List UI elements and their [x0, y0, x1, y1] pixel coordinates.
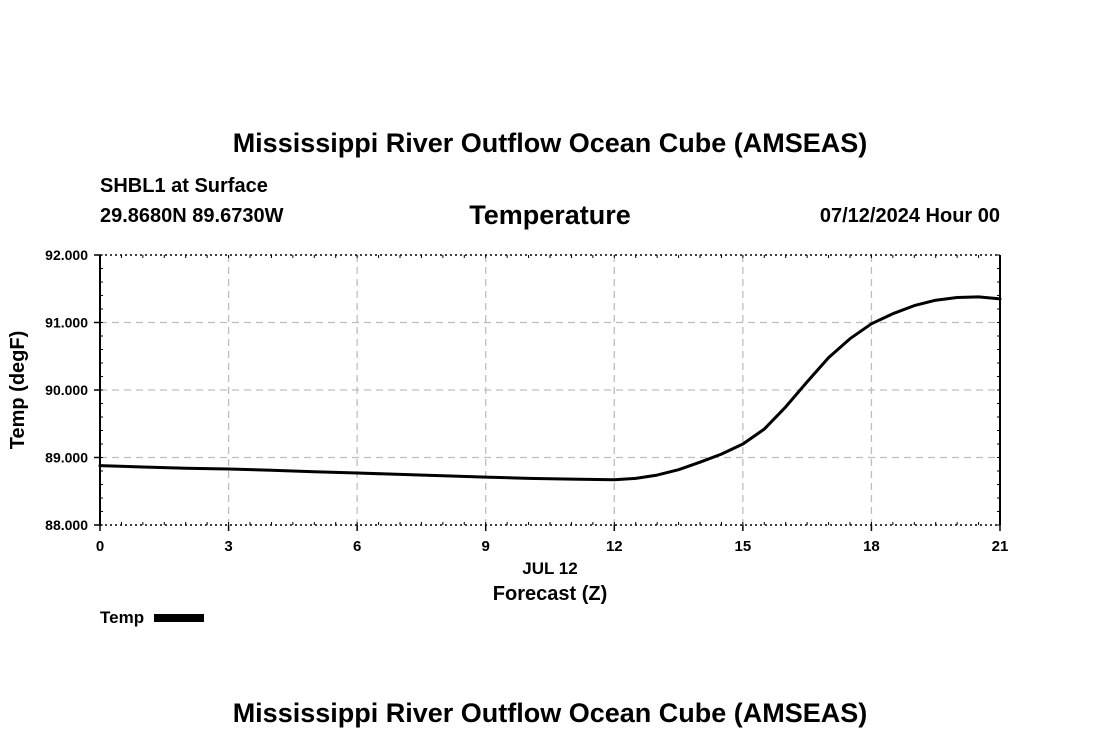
x-axis-sublabel: JUL 12 [522, 559, 577, 578]
x-tick-label: 15 [735, 538, 752, 555]
variable-title: Temperature [469, 200, 631, 230]
y-tick-label: 89.000 [45, 450, 88, 466]
forecast-datetime: 07/12/2024 Hour 00 [819, 205, 1000, 227]
legend-swatch [154, 614, 205, 622]
grid-layer [100, 255, 1000, 525]
x-tick-label: 18 [863, 538, 880, 555]
y-tick-label: 88.000 [45, 517, 88, 533]
chart-main-title: Mississippi River Outflow Ocean Cube (AM… [232, 128, 868, 158]
station-coordinates: 29.8680N 89.6730W [100, 205, 284, 227]
x-tick-label: 6 [353, 538, 361, 555]
series-layer [98, 295, 1002, 482]
x-tick-label: 21 [992, 538, 1009, 555]
y-tick-label: 90.000 [45, 382, 88, 398]
x-tick-label: 12 [606, 538, 623, 555]
station-label: SHBL1 at Surface [100, 175, 268, 197]
x-tick-label: 3 [224, 538, 232, 555]
chart-main-title-second: Mississippi River Outflow Ocean Cube (AM… [232, 698, 868, 728]
legend: Temp [100, 608, 205, 628]
y-axis-label: Temp (degF) [7, 331, 29, 450]
legend-label: Temp [100, 608, 145, 627]
y-tick-label: 91.000 [45, 315, 88, 331]
x-tick-label: 9 [482, 538, 490, 555]
x-axis-label: Forecast (Z) [493, 583, 607, 605]
label-layer: 0 3 6 9 12 15 18 21 88.000 89.000 90.000 91.000 92.0… [7, 247, 1008, 605]
y-tick-label: 92.000 [45, 247, 88, 263]
axes-layer [94, 254, 1001, 531]
series-line-temp [98, 295, 1002, 482]
x-tick-label: 0 [96, 538, 104, 555]
